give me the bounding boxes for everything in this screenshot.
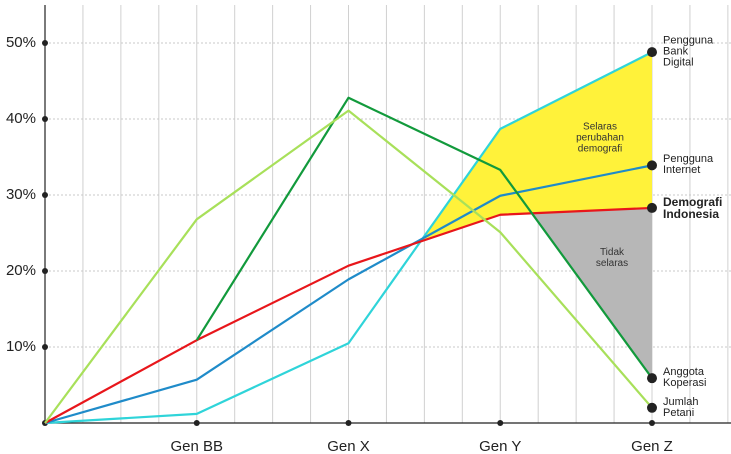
x-tick-dot <box>193 420 200 426</box>
series-line <box>44 164 653 425</box>
x-tick-dot <box>345 420 352 426</box>
x-tick-dot <box>497 420 504 426</box>
series-label: Anggota Koperasi <box>663 366 707 390</box>
y-tick-label: 40% <box>6 110 36 127</box>
series-label: Pengguna Internet <box>663 153 714 177</box>
series-label: Demografi Indonesia <box>663 194 723 221</box>
end-dot <box>647 202 657 213</box>
y-tick-label: 30% <box>6 186 36 203</box>
y-tick-label: 50% <box>6 34 36 51</box>
series-label: Jumlah Petani <box>663 395 699 419</box>
x-tick-label: Gen Z <box>631 438 673 454</box>
annotation: Selaras perubahan demografi <box>576 121 624 155</box>
series-label: Pengguna Bank Digital <box>663 34 714 69</box>
series-line <box>44 109 653 424</box>
end-dot <box>647 373 657 384</box>
end-dot <box>647 47 657 58</box>
x-tick-label: Gen X <box>327 438 370 454</box>
annotation: Tidak selaras <box>595 247 629 269</box>
series-line <box>44 51 653 425</box>
end-dot <box>647 402 657 413</box>
end-dot <box>647 160 657 171</box>
series-line <box>44 206 653 424</box>
x-tick-dot <box>649 420 655 426</box>
x-tick-label: Gen Y <box>479 438 521 454</box>
series-line <box>195 96 653 379</box>
x-tick-label: Gen BB <box>170 438 223 454</box>
y-tick-label: 10% <box>6 338 36 355</box>
fill-area <box>420 52 652 242</box>
y-tick-label: 20% <box>6 262 36 279</box>
